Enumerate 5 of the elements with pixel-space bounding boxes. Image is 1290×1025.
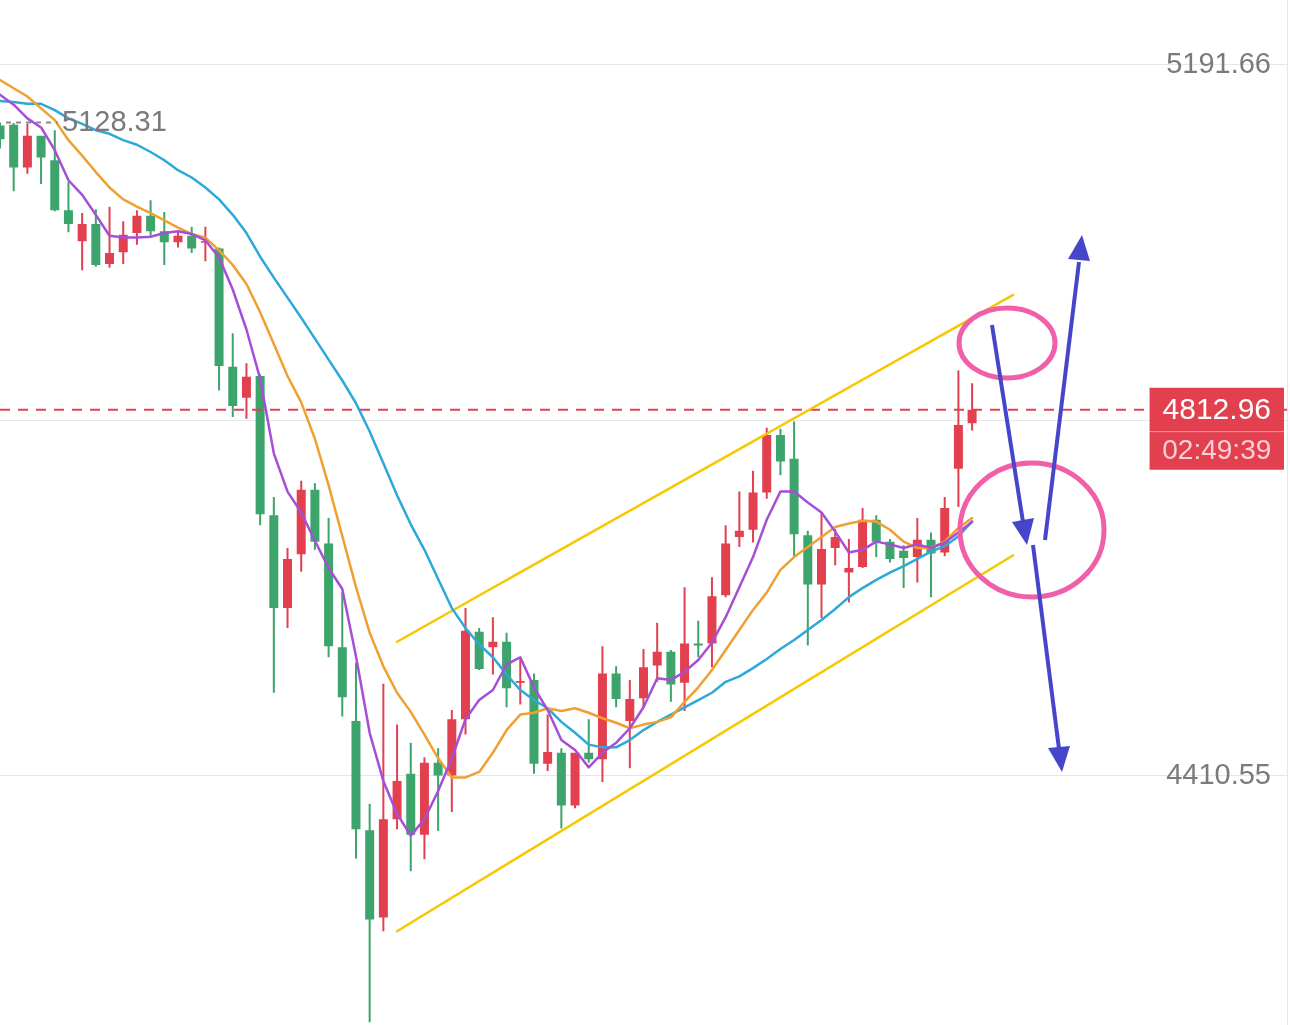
annotation: 02:49:39 (1162, 434, 1272, 466)
y-tick-label: 5191.66 (1166, 46, 1271, 79)
candlestick (734, 491, 744, 548)
ref-line-label: 4812.96 (1162, 391, 1272, 425)
y-tick-label: 4410.55 (1166, 757, 1271, 790)
